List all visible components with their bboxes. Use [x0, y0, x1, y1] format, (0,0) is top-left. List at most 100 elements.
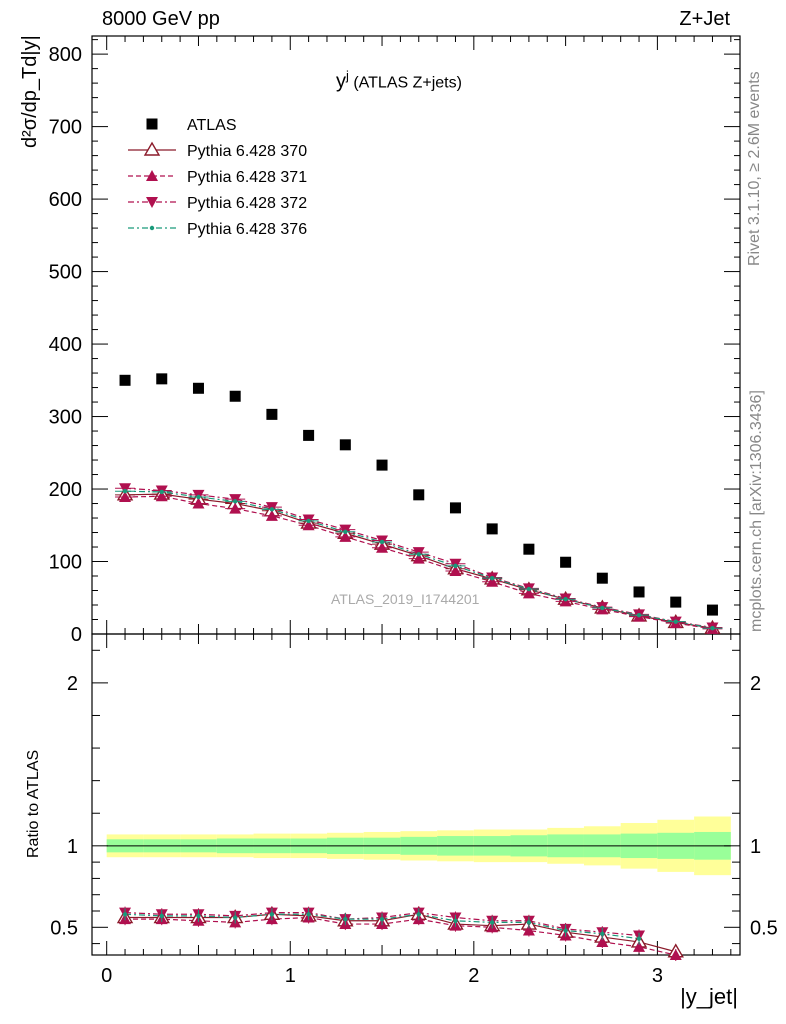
legend-label: Pythia 6.428 372 — [187, 195, 307, 212]
legend-label: Pythia 6.428 371 — [187, 169, 307, 186]
mc-point — [196, 494, 201, 500]
main-series-line — [125, 487, 713, 629]
ratio-y-tick-label-right: 2 — [750, 673, 761, 695]
data-point-atlas — [156, 373, 168, 385]
data-point-atlas — [633, 586, 645, 598]
y-tick-label: 100 — [49, 552, 82, 574]
data-point-atlas — [413, 489, 425, 501]
ratio-point — [563, 928, 568, 933]
x-tick-label: 3 — [652, 965, 663, 987]
mc-point — [343, 529, 348, 534]
y-tick-label: 0 — [71, 624, 82, 646]
mc-point — [376, 541, 389, 553]
main-series-line — [125, 490, 713, 629]
ratio-y-tick-label-right: 1 — [750, 836, 761, 858]
ratio-point — [489, 920, 495, 925]
ratio-point — [232, 915, 238, 920]
watermark: ATLAS_2019_I1744201 — [331, 591, 480, 607]
ratio-point — [196, 913, 201, 919]
data-point-atlas — [670, 596, 682, 608]
mc-point — [416, 552, 421, 557]
mc-point — [265, 509, 278, 521]
ratio-point — [453, 918, 458, 923]
side-label-mcplots: mcplots.cern.ch [arXiv:1306.3436] — [748, 390, 765, 632]
mc-point — [269, 507, 275, 512]
data-point-atlas — [449, 502, 461, 514]
ratio-y-tick-label: 2 — [67, 673, 78, 695]
mc-point — [453, 563, 458, 569]
x-tick-label: 0 — [101, 965, 112, 987]
plot-title-main: y — [336, 70, 346, 93]
ratio-point — [269, 912, 275, 917]
mc-point — [489, 575, 495, 581]
mc-point — [119, 491, 132, 503]
y-tick-label: 600 — [49, 189, 82, 211]
legend-marker — [149, 225, 155, 231]
data-point-atlas — [523, 543, 535, 555]
x-axis-label: |y_jet| — [680, 984, 738, 1009]
mc-point — [636, 612, 642, 618]
mc-point — [449, 564, 462, 576]
data-point-atlas — [486, 523, 498, 535]
data-point-atlas — [303, 429, 315, 441]
data-point-atlas — [596, 572, 608, 584]
y-tick-label: 300 — [49, 407, 82, 429]
legend-label: Pythia 6.428 370 — [187, 143, 307, 160]
ratio-point — [669, 949, 682, 960]
ratio-y-tick-label-right: 0.5 — [750, 917, 778, 939]
plot-title-sub: (ATLAS Z+jets) — [348, 74, 462, 92]
ratio-series-line — [125, 916, 676, 956]
plot-title-sup: j — [346, 68, 349, 83]
ratio-point — [600, 931, 605, 937]
legend-marker — [143, 141, 161, 156]
ratio-point — [596, 935, 609, 947]
mc-point — [379, 539, 385, 545]
ratio-point — [416, 912, 421, 917]
ratio-point — [159, 913, 164, 919]
x-tick-label: 1 — [285, 965, 296, 987]
data-point-atlas — [192, 382, 204, 394]
main-series-line — [125, 495, 713, 630]
data-point-atlas — [119, 374, 131, 386]
ratio-point — [633, 940, 646, 952]
legend-marker — [146, 170, 158, 181]
y-tick-label: 400 — [49, 334, 82, 356]
ratio-point — [306, 912, 311, 917]
ratio-point — [522, 924, 535, 936]
legend-marker — [146, 197, 158, 208]
ratio-panel-frame — [91, 633, 741, 956]
data-point-atlas — [376, 459, 388, 471]
side-label-rivet: Rivet 3.1.10, ≥ 2.6M events — [746, 71, 763, 266]
header-right-label: Z+Jet — [679, 8, 730, 30]
mc-point — [306, 518, 311, 524]
ratio-y-tick-label: 0.5 — [50, 917, 78, 939]
header-left-label: 8000 GeV pp — [102, 8, 220, 30]
mc-point — [710, 626, 715, 631]
ratio-point — [636, 936, 642, 941]
mc-point — [159, 489, 164, 495]
x-tick-label: 2 — [468, 965, 479, 987]
ratio-point — [526, 920, 532, 925]
mc-point — [192, 497, 205, 509]
ratio-point — [379, 916, 385, 922]
mc-point — [526, 586, 532, 592]
legend-label: Pythia 6.428 376 — [187, 221, 307, 238]
data-point-atlas — [229, 390, 241, 402]
mc-point — [119, 483, 132, 495]
ratio-y-tick-label: 1 — [67, 836, 78, 858]
mc-point — [600, 605, 605, 611]
mc-point — [229, 502, 242, 514]
mc-point — [339, 530, 352, 542]
data-point-atlas — [706, 604, 718, 616]
plot-title: yj (ATLAS Z+jets) — [336, 68, 462, 94]
legend-marker — [146, 118, 158, 130]
data-point-atlas — [266, 408, 278, 420]
y-tick-label: 500 — [49, 262, 82, 284]
mc-point — [563, 597, 568, 602]
mc-point — [122, 489, 128, 494]
data-point-atlas — [560, 556, 572, 568]
ratio-series-line — [125, 913, 676, 953]
ratio-point — [122, 912, 128, 917]
mc-point — [232, 499, 238, 504]
